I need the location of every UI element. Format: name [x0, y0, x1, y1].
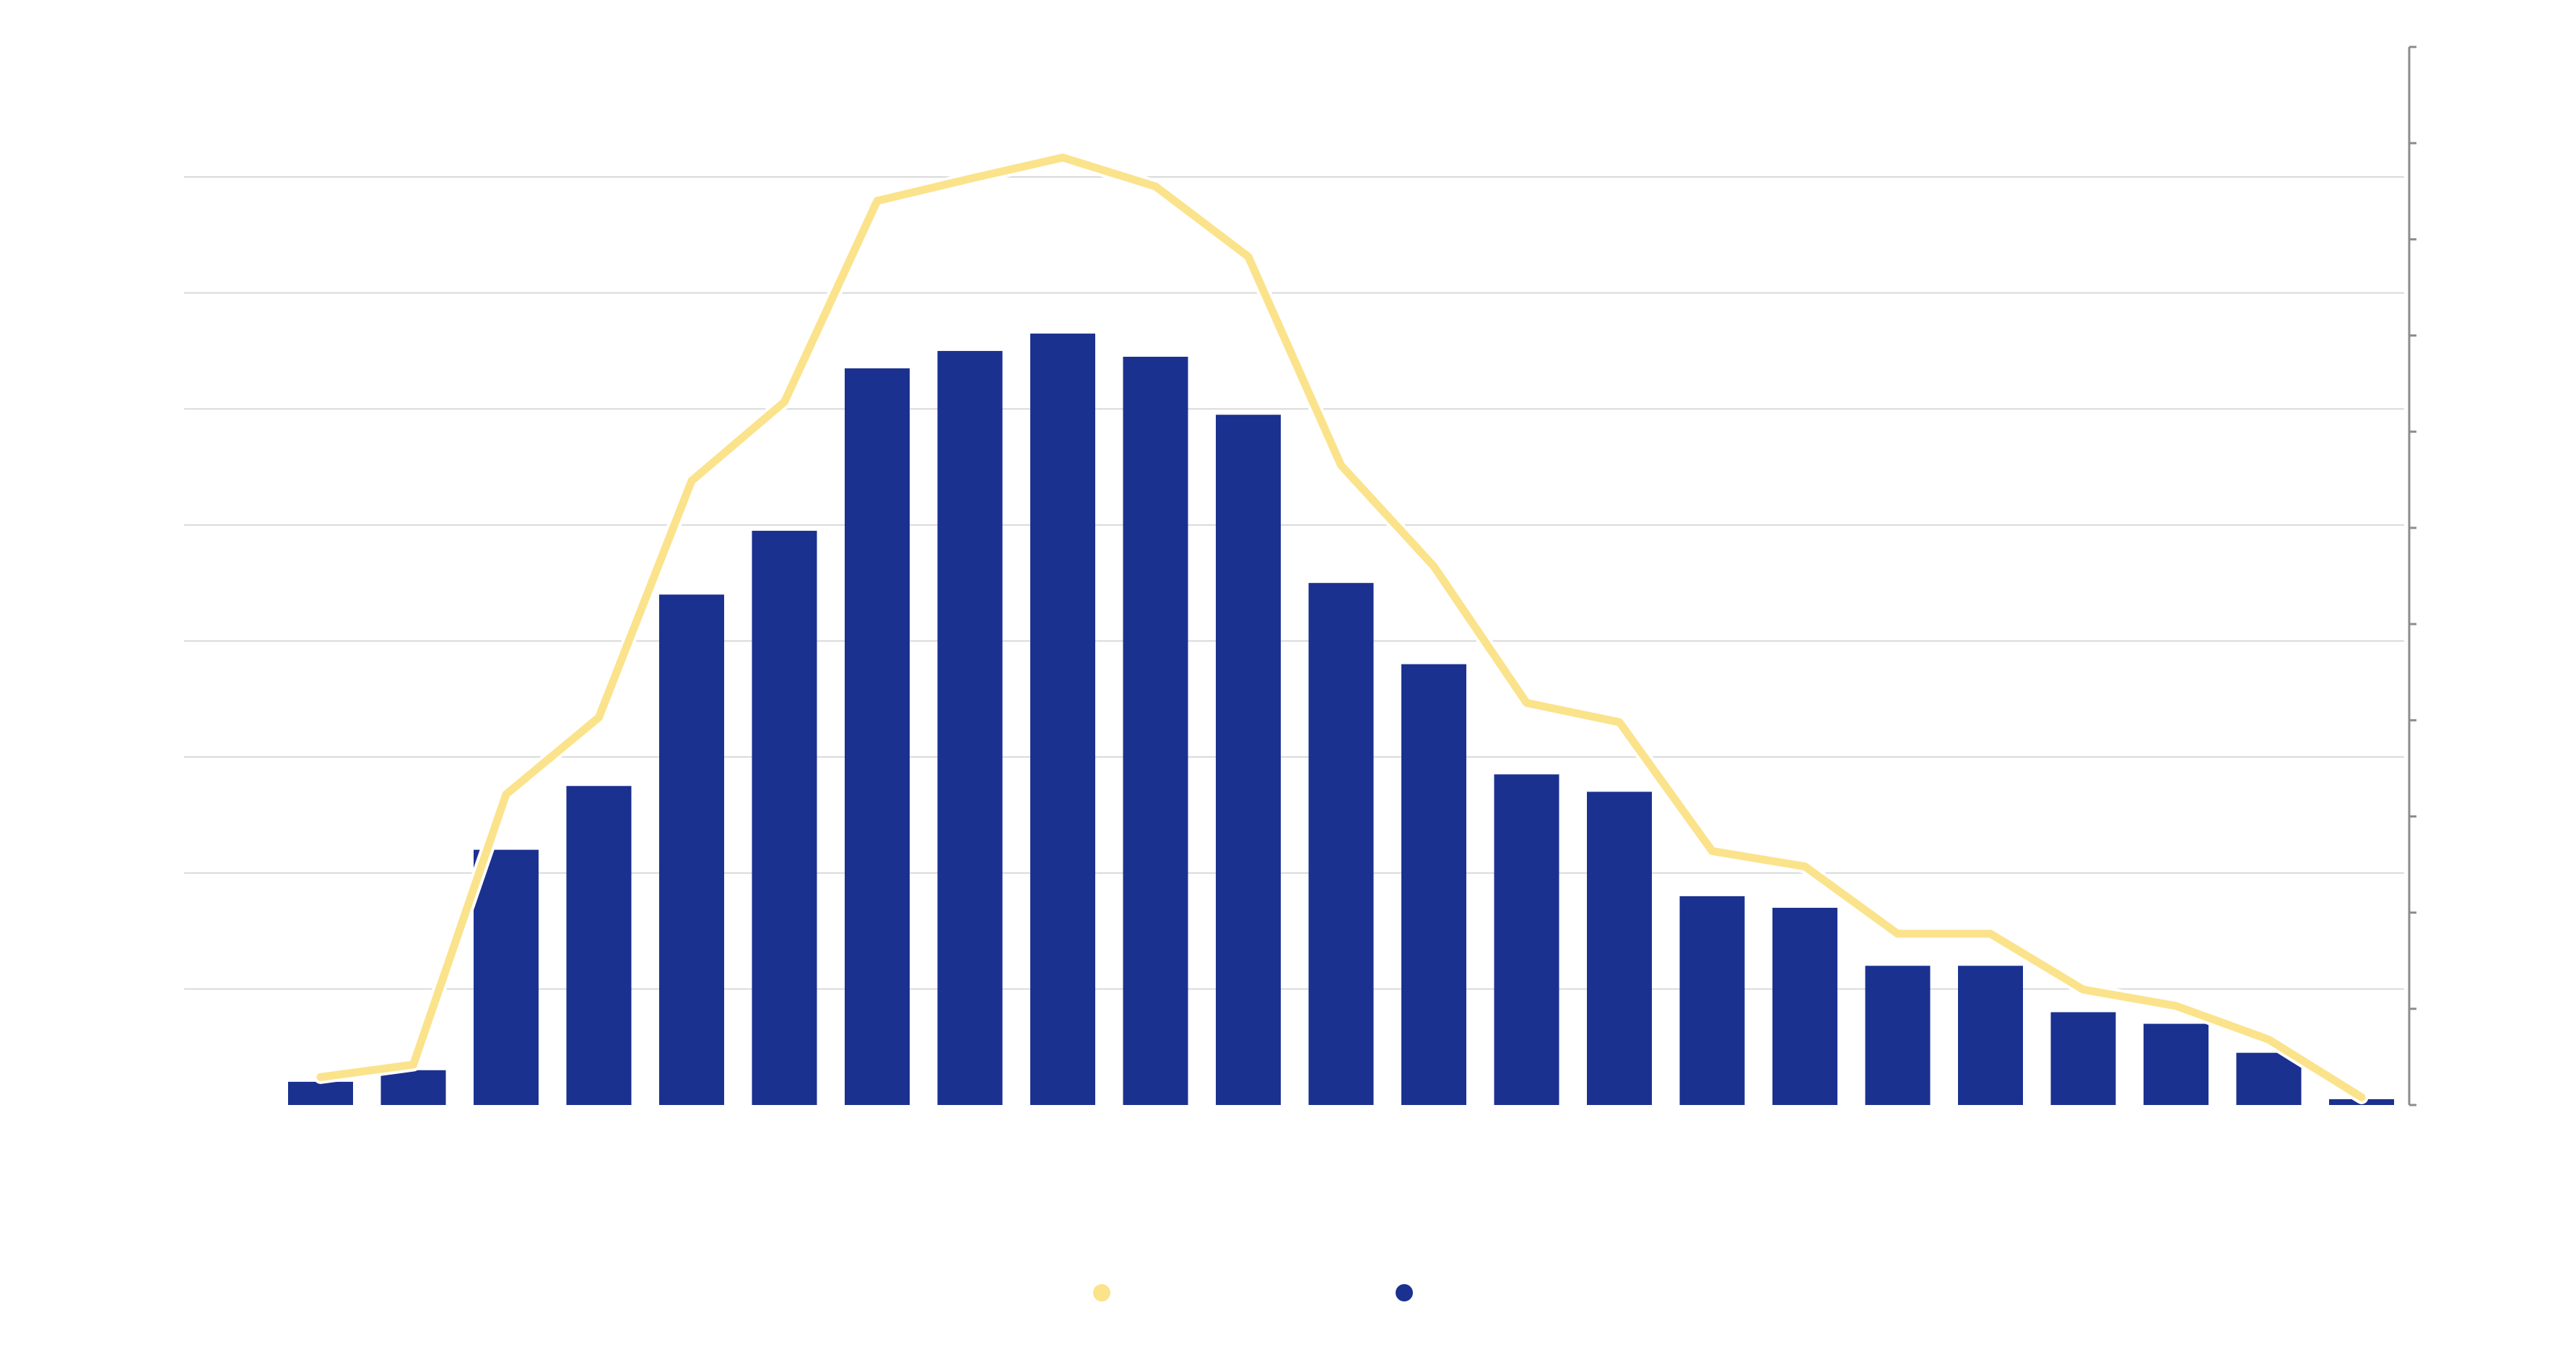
bar — [2050, 1012, 2116, 1105]
bar — [1679, 896, 1745, 1105]
bar — [845, 368, 910, 1105]
bar — [1030, 333, 1095, 1105]
bar — [288, 1081, 353, 1105]
bar — [2236, 1052, 2302, 1105]
bar — [1123, 356, 1188, 1105]
legend-marker[interactable] — [1396, 1284, 1413, 1301]
bar — [1587, 792, 1652, 1105]
line-point — [1248, 256, 1249, 258]
line-point — [691, 480, 692, 482]
line-point — [598, 716, 600, 719]
line-point — [1340, 464, 1342, 467]
bar — [659, 594, 724, 1105]
bar — [2144, 1023, 2209, 1105]
bar — [474, 849, 539, 1105]
line-point — [2361, 1096, 2362, 1098]
bar — [1401, 664, 1466, 1105]
line-point — [2175, 1005, 2177, 1007]
line-point — [1897, 932, 1899, 935]
line-point — [783, 401, 786, 403]
bar — [566, 786, 632, 1105]
line-point — [1619, 721, 1620, 723]
bar — [380, 1070, 446, 1105]
legend-marker[interactable] — [1093, 1284, 1110, 1301]
bar — [1216, 415, 1281, 1105]
line-point — [1433, 566, 1435, 568]
line-point — [876, 200, 878, 202]
right-axis — [2408, 46, 2416, 1106]
bar — [1308, 583, 1374, 1105]
line-point — [320, 1076, 321, 1078]
bar — [1865, 966, 1931, 1105]
bar-series — [288, 333, 2394, 1105]
bar — [1958, 966, 2023, 1105]
legend — [1093, 1284, 1413, 1301]
line-point — [1062, 157, 1063, 159]
line-point — [412, 1064, 414, 1066]
bar — [937, 350, 1003, 1105]
line-point — [2082, 989, 2084, 991]
bar — [1772, 907, 1837, 1105]
line-point — [1526, 702, 1528, 704]
line-point — [2268, 1039, 2270, 1041]
line-series — [313, 150, 2369, 1104]
bar — [1494, 774, 1559, 1105]
line-point — [1154, 186, 1157, 188]
line-point — [1804, 865, 1806, 867]
line-point — [1990, 932, 1991, 935]
line-point — [505, 793, 507, 795]
line-point — [969, 178, 971, 180]
line-point — [1711, 850, 1713, 852]
bar — [752, 530, 817, 1105]
